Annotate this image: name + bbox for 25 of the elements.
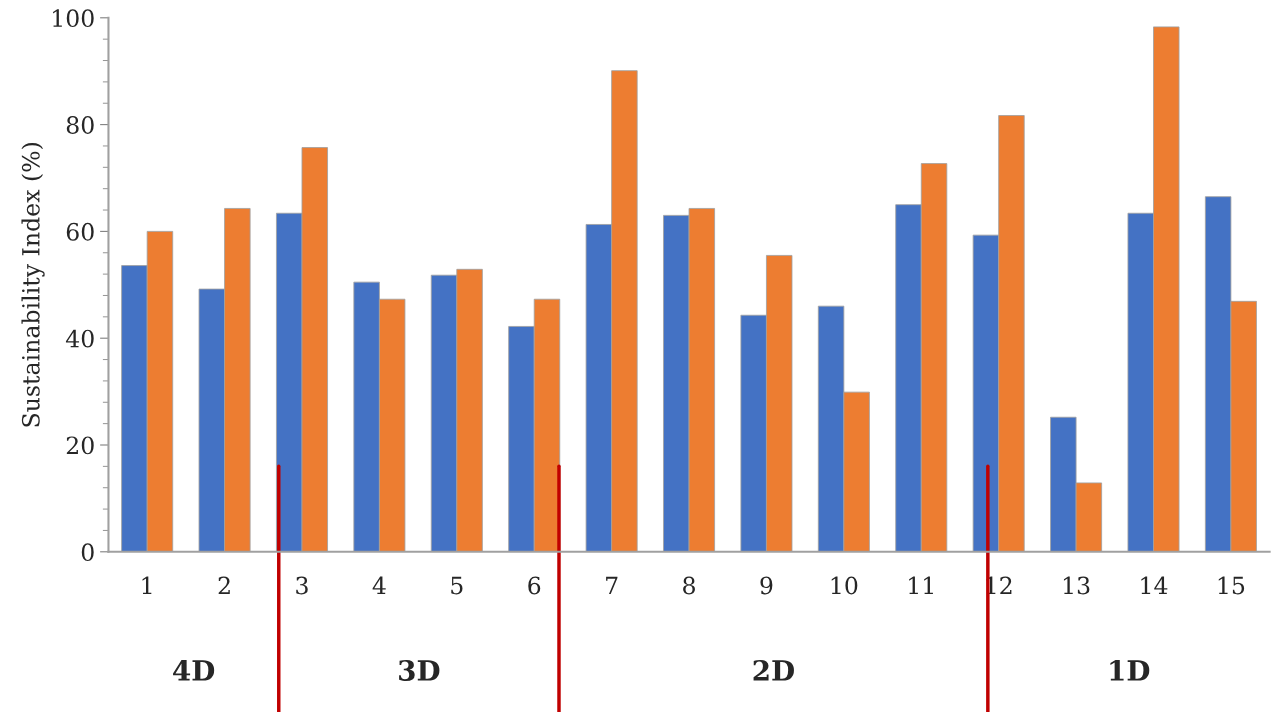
y-tick-label: 60 <box>66 222 94 241</box>
y-tick-label: 40 <box>65 329 94 348</box>
y-tick-label: 20 <box>66 436 94 455</box>
x-tick-label: 11 <box>909 576 933 595</box>
text: 1D <box>1110 659 1150 681</box>
x-tick-label: 14 <box>1141 576 1168 595</box>
x-tick-label: 9 <box>760 576 773 595</box>
y-tick-label: 0 <box>81 543 94 562</box>
x-tick-label: 4 <box>372 576 386 595</box>
x-tick-label: 6 <box>528 576 541 595</box>
text: 4D <box>173 659 215 681</box>
x-tick-label: 10 <box>831 576 858 595</box>
y-tick-label: 80 <box>66 116 94 134</box>
x-tick-label: 8 <box>683 576 695 595</box>
x-tick-label: 7 <box>606 576 618 595</box>
x-tick-label: 15 <box>1218 576 1245 595</box>
y-tick-label: 100 <box>53 9 94 28</box>
text: 3D <box>399 659 440 681</box>
x-tick-label: 3 <box>296 576 308 595</box>
x-tick-label: 5 <box>451 576 463 595</box>
x-tick-label: 1 <box>142 576 152 595</box>
text: 2D <box>753 659 794 681</box>
x-tick-label: 2 <box>218 576 230 595</box>
y-axis-title: Sustainability Index (%) <box>21 143 45 427</box>
x-tick-label: 13 <box>1063 576 1090 595</box>
